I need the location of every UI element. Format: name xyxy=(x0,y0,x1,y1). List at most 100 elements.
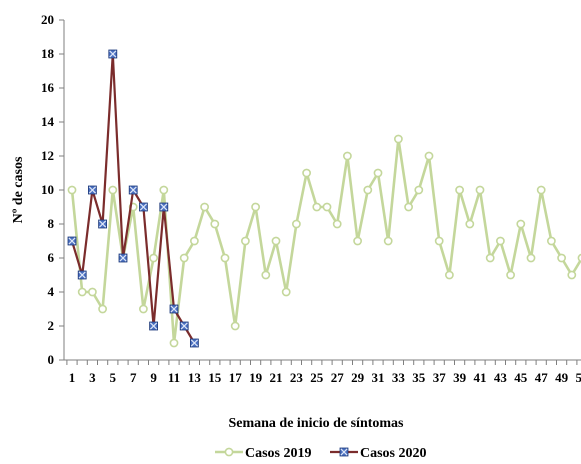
data-point-casos-2019 xyxy=(526,253,536,263)
data-point-casos-2020 xyxy=(77,270,87,280)
legend-label: Casos 2019 xyxy=(245,446,312,461)
data-point-casos-2020 xyxy=(149,321,159,331)
data-point-casos-2019 xyxy=(557,253,566,263)
x-tick-label: 11 xyxy=(168,370,180,385)
data-point-casos-2019 xyxy=(383,236,393,246)
data-point-casos-2019 xyxy=(189,236,199,246)
legend-label: Casos 2020 xyxy=(360,446,427,461)
data-point-casos-2019 xyxy=(332,219,342,229)
data-point-casos-2019 xyxy=(169,338,179,348)
data-point-casos-2020 xyxy=(67,236,77,246)
data-point-casos-2019 xyxy=(516,219,526,229)
data-point-casos-2019 xyxy=(67,185,77,195)
y-axis-title: Nº de casos xyxy=(11,156,26,223)
data-point-casos-2019 xyxy=(230,321,240,331)
data-point-casos-2019 xyxy=(179,253,189,263)
series-line-casos-2019 xyxy=(70,137,581,345)
data-point-casos-2019 xyxy=(77,287,87,297)
data-point-casos-2019 xyxy=(373,168,383,178)
x-tick-label: 45 xyxy=(514,370,528,385)
x-tick-label: 3 xyxy=(89,370,96,385)
data-point-casos-2019 xyxy=(302,168,311,178)
legend: Casos 2019 Casos 2020 xyxy=(215,446,427,461)
legend-swatch-marker xyxy=(224,447,234,457)
data-point-casos-2019 xyxy=(414,185,424,195)
data-point-casos-2019 xyxy=(200,202,209,212)
data-point-casos-2019 xyxy=(312,202,322,212)
data-point-casos-2020 xyxy=(128,185,138,195)
x-tick-label: 9 xyxy=(150,370,157,385)
data-point-casos-2019 xyxy=(271,236,281,246)
x-tick-label: 37 xyxy=(433,370,447,385)
x-tick-label: 29 xyxy=(351,370,365,385)
data-point-casos-2019 xyxy=(98,304,107,314)
data-point-casos-2019 xyxy=(159,185,169,195)
data-point-casos-2019 xyxy=(506,270,515,280)
legend-item-casos-2019: Casos 2019 xyxy=(215,446,312,461)
y-tick-label: 12 xyxy=(41,148,54,163)
y-tick-label: 4 xyxy=(48,284,55,299)
data-point-casos-2019 xyxy=(220,253,230,263)
x-tick-label: 31 xyxy=(372,370,385,385)
data-point-casos-2019 xyxy=(291,219,301,229)
data-point-casos-2019 xyxy=(149,253,158,263)
data-point-casos-2019 xyxy=(363,185,373,195)
data-point-casos-2019 xyxy=(138,304,148,314)
y-tick-label: 14 xyxy=(41,114,55,129)
data-point-casos-2019 xyxy=(404,202,413,212)
data-point-casos-2019 xyxy=(536,185,546,195)
data-point-casos-2020 xyxy=(179,321,189,331)
x-tick-label: 43 xyxy=(494,370,508,385)
data-point-casos-2020 xyxy=(88,185,97,195)
data-point-casos-2019 xyxy=(444,270,454,280)
series-casos-2020 xyxy=(67,49,199,348)
data-point-casos-2019 xyxy=(455,185,464,195)
data-point-casos-2020 xyxy=(189,338,199,348)
x-tick-label: 25 xyxy=(310,370,324,385)
data-point-casos-2019 xyxy=(261,270,271,280)
y-tick-label: 2 xyxy=(48,318,55,333)
x-tick-label: 39 xyxy=(453,370,467,385)
series-layer xyxy=(67,49,581,348)
series-line-casos-2020 xyxy=(70,52,196,344)
data-point-casos-2019 xyxy=(342,151,352,161)
y-tick-label: 8 xyxy=(48,216,55,231)
x-tick-label: 35 xyxy=(412,370,426,385)
data-point-casos-2019 xyxy=(108,185,118,195)
series-casos-2019 xyxy=(67,134,581,348)
data-point-casos-2020 xyxy=(108,49,118,59)
data-point-casos-2019 xyxy=(393,134,403,144)
data-point-casos-2020 xyxy=(138,202,148,212)
data-point-casos-2020 xyxy=(169,304,179,314)
data-point-casos-2019 xyxy=(88,287,97,297)
y-tick-label: 10 xyxy=(41,182,54,197)
data-point-casos-2020 xyxy=(159,202,169,212)
x-tick-label: 1 xyxy=(69,370,76,385)
data-point-casos-2019 xyxy=(577,253,581,263)
x-axis-title: Semana de inicio de síntomas xyxy=(228,416,404,431)
x-tick-label: 17 xyxy=(229,370,243,385)
data-point-casos-2019 xyxy=(353,236,362,246)
data-point-casos-2019 xyxy=(322,202,332,212)
x-tick-label: 19 xyxy=(249,370,263,385)
data-point-casos-2019 xyxy=(475,185,485,195)
y-tick-label: 0 xyxy=(48,352,55,367)
data-point-casos-2019 xyxy=(240,236,250,246)
y-tick-label: 6 xyxy=(48,250,55,265)
data-point-casos-2019 xyxy=(465,219,475,229)
x-tick-label: 47 xyxy=(535,370,549,385)
legend-item-casos-2020: Casos 2020 xyxy=(330,446,427,461)
data-point-casos-2019 xyxy=(485,253,495,263)
x-tick-label: 27 xyxy=(331,370,345,385)
x-tick-label: 49 xyxy=(555,370,569,385)
legend-swatch-marker xyxy=(339,447,349,457)
data-point-casos-2019 xyxy=(424,151,434,161)
x-tick-label: 5 xyxy=(110,370,117,385)
data-point-casos-2020 xyxy=(98,219,107,229)
data-point-casos-2019 xyxy=(251,202,260,212)
x-tick-label: 23 xyxy=(290,370,304,385)
data-point-casos-2019 xyxy=(495,236,505,246)
y-tick-label: 16 xyxy=(41,80,55,95)
